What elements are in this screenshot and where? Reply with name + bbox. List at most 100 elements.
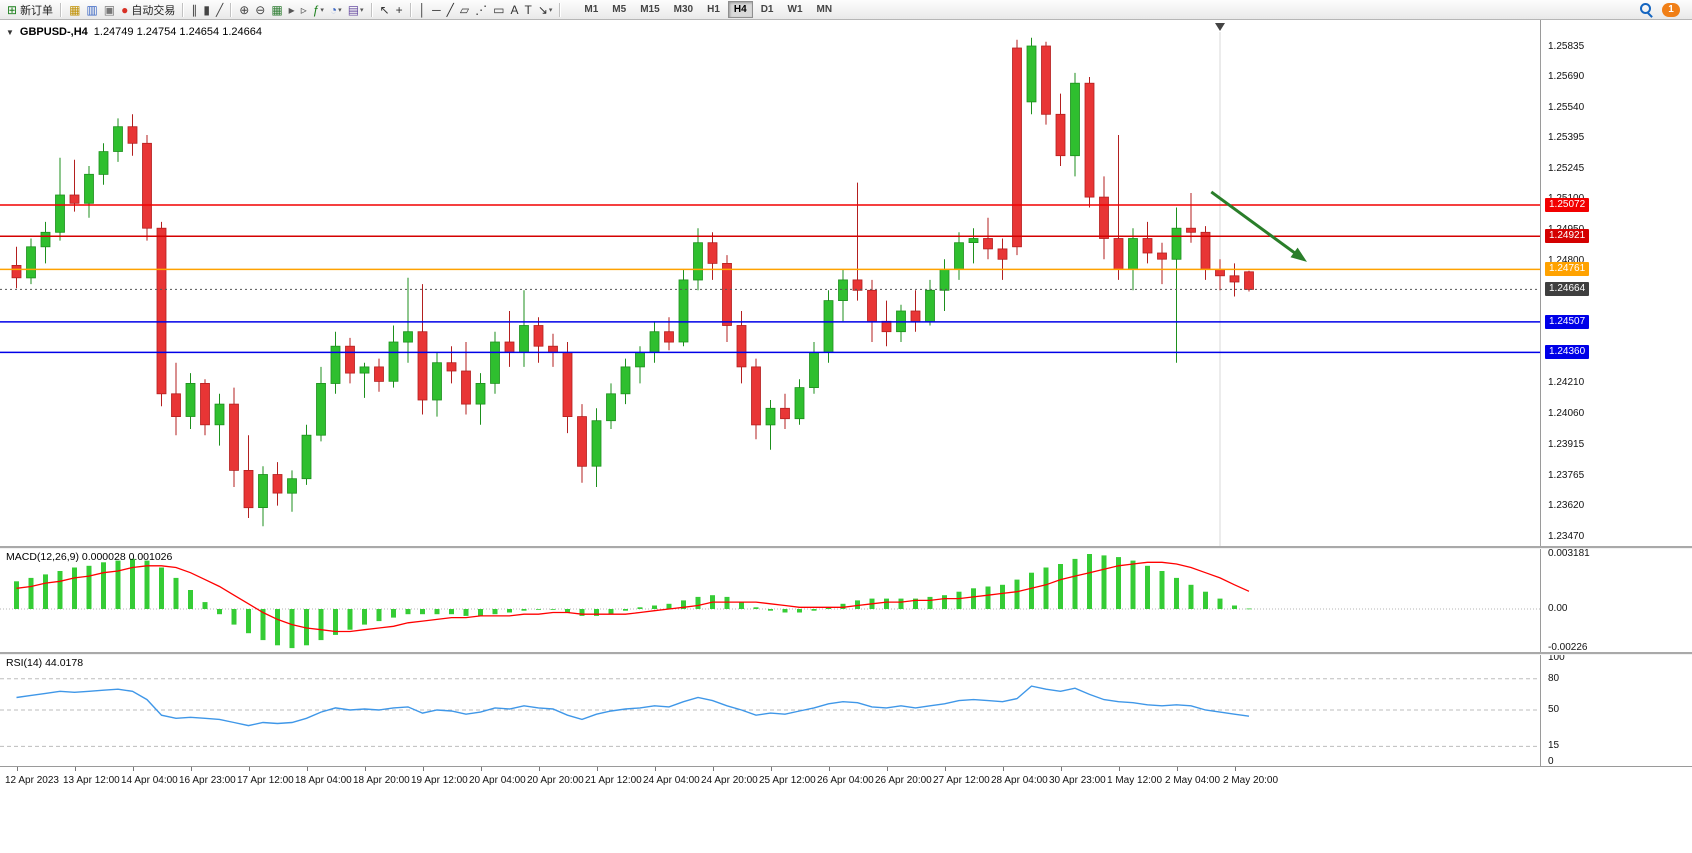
main-chart-plot[interactable]	[0, 20, 1540, 546]
time-axis-tick	[1119, 767, 1120, 771]
time-axis-label: 20 Apr 20:00	[527, 775, 584, 786]
zoom-in-button[interactable]: ⊕	[236, 1, 252, 19]
cursor-icon: ↖	[379, 2, 390, 17]
time-axis-tick	[655, 767, 656, 771]
templates-button[interactable]: ▤ ▾	[345, 1, 367, 19]
price-level-badge: 1.25072	[1545, 198, 1590, 212]
periods-icon: ◔	[329, 2, 338, 17]
text-button[interactable]: A	[507, 1, 521, 19]
timeframe-mn-button[interactable]: MN	[811, 1, 839, 18]
macd-indicator-label: MACD(12,26,9) 0.000028 0.001026	[6, 551, 173, 563]
vertical-line-button[interactable]: │	[416, 1, 430, 19]
toolbar-right: 1	[1639, 2, 1688, 18]
toolbar-separator	[370, 2, 373, 17]
macd-axis-tick: -0.00226	[1548, 642, 1588, 653]
trend-arrow-object[interactable]	[1210, 190, 1300, 258]
timeframe-d1-button[interactable]: D1	[755, 1, 780, 18]
chevron-down-icon: ▾	[360, 6, 364, 14]
rsi-line	[16, 685, 1250, 727]
toolbar-separator	[409, 2, 412, 17]
time-axis-label: 24 Apr 04:00	[643, 775, 700, 786]
price-axis-tick: 1.25245	[1548, 163, 1585, 174]
time-axis-label: 14 Apr 04:00	[121, 775, 178, 786]
chart-shift-button[interactable]: ▹	[298, 1, 310, 19]
trendline-button[interactable]: ╱	[444, 1, 457, 19]
notification-badge[interactable]: 1	[1662, 2, 1680, 17]
timeframe-m15-button[interactable]: M15	[634, 1, 665, 18]
chart-shift-icon: ▹	[300, 2, 307, 17]
timeframe-m1-button[interactable]: M1	[578, 1, 604, 18]
trend-arrow-head	[1290, 247, 1307, 262]
toolbar: ⊞ 新订单 ▦ ▥ ▣ ● 自动交易 ∥ ▮ ╱ ⊕ ⊖ ▦ ▸ ▹ ƒ ▾ ◔ ▾ ▤ ▾ ↖ + │ ─ ╱ ▱ ⋰ ▭ A T ↘ ▾ M…	[0, 0, 1692, 20]
timeframe-m5-button[interactable]: M5	[606, 1, 632, 18]
time-axis-label: 12 Apr 2023	[5, 775, 59, 786]
periods-button[interactable]: ◔ ▾	[327, 1, 345, 19]
charts-button[interactable]: ▦	[66, 1, 83, 19]
auto-scroll-button[interactable]: ▸	[286, 1, 298, 19]
auto-trading-button[interactable]: ● 自动交易	[118, 1, 178, 19]
pane-separator[interactable]	[0, 546, 1692, 549]
text-label-button[interactable]: T	[521, 1, 534, 19]
horizontal-line-icon: ─	[432, 2, 441, 17]
rsi-axis-tick: 100	[1548, 652, 1565, 663]
arrows-button[interactable]: ↘ ▾	[535, 1, 556, 19]
auto-scroll-icon: ▸	[288, 2, 295, 17]
data-window-button[interactable]: ▣	[101, 1, 118, 19]
new-order-button[interactable]: ⊞ 新订单	[4, 1, 56, 19]
ohlc-label: 1.24749 1.24754 1.24654 1.24664	[93, 26, 262, 38]
auto-trading-icon: ●	[121, 2, 129, 17]
time-axis-label: 1 May 12:00	[1107, 775, 1163, 786]
time-axis-tick	[539, 767, 540, 771]
symbol-period-label: GBPUSD-,H4	[19, 26, 88, 38]
fibonacci-button[interactable]: ⋰	[472, 1, 490, 19]
tile-windows-button[interactable]: ▦	[268, 1, 285, 19]
time-axis-label: 18 Apr 20:00	[353, 775, 410, 786]
time-axis-tick	[17, 767, 18, 771]
time-axis-tick	[307, 767, 308, 771]
crosshair-button[interactable]: +	[393, 1, 406, 19]
line-chart-button[interactable]: ╱	[213, 1, 226, 19]
time-axis-tick	[1235, 767, 1236, 771]
time-marker-icon	[1215, 23, 1225, 31]
timeframe-h4-button[interactable]: H4	[727, 1, 753, 18]
one-click-trading-icon[interactable]: ▼	[6, 27, 14, 37]
time-axis[interactable]: 12 Apr 2023 13 Apr 12:00 14 Apr 04:00 16 Ap…	[0, 766, 1692, 793]
time-axis-label: 26 Apr 20:00	[875, 775, 932, 786]
time-axis-label: 26 Apr 04:00	[817, 775, 874, 786]
chart-window[interactable]: ▼ GBPUSD-,H4 1.24749 1.24754 1.24654 1.2…	[0, 20, 1692, 853]
candles-layer	[11, 37, 1254, 527]
time-axis-label: 16 Apr 23:00	[179, 775, 236, 786]
search-icon[interactable]	[1639, 2, 1653, 18]
timeframe-h1-button[interactable]: H1	[701, 1, 726, 18]
zoom-in-icon: ⊕	[239, 2, 250, 17]
time-axis-tick	[365, 767, 366, 771]
crosshair-icon: +	[395, 2, 403, 17]
indicators-button[interactable]: ƒ ▾	[310, 1, 327, 19]
pane-separator[interactable]	[0, 652, 1692, 655]
bar-chart-button[interactable]: ∥	[188, 1, 200, 19]
price-axis[interactable]: 1.258351.256901.255401.253951.252451.251…	[1540, 20, 1692, 767]
timeframe-w1-button[interactable]: W1	[782, 1, 809, 18]
profiles-button[interactable]: ▥	[83, 1, 100, 19]
cursor-button[interactable]: ↖	[377, 1, 393, 19]
time-axis-label: 17 Apr 12:00	[237, 775, 294, 786]
zoom-out-button[interactable]: ⊖	[252, 1, 268, 19]
equidistant-channel-icon: ▱	[459, 2, 470, 17]
time-axis-tick	[1177, 767, 1178, 771]
rsi-pane-plot[interactable]	[0, 654, 1540, 766]
time-axis-label: 21 Apr 12:00	[585, 775, 642, 786]
time-axis-tick	[771, 767, 772, 771]
macd-pane-plot[interactable]	[0, 548, 1540, 652]
time-axis-label: 25 Apr 12:00	[759, 775, 816, 786]
time-axis-tick	[1061, 767, 1062, 771]
candlestick-chart-button[interactable]: ▮	[200, 1, 213, 19]
equidistant-channel-button[interactable]: ▱	[457, 1, 472, 19]
shapes-button[interactable]: ▭	[490, 1, 507, 19]
fibonacci-icon: ⋰	[475, 2, 488, 17]
candlestick-chart-icon: ▮	[203, 2, 210, 17]
horizontal-line-button[interactable]: ─	[429, 1, 444, 19]
price-level-badge: 1.24921	[1545, 229, 1590, 243]
search-tail	[1647, 12, 1653, 18]
timeframe-m30-button[interactable]: M30	[668, 1, 699, 18]
rsi-axis-tick: 80	[1548, 673, 1560, 684]
